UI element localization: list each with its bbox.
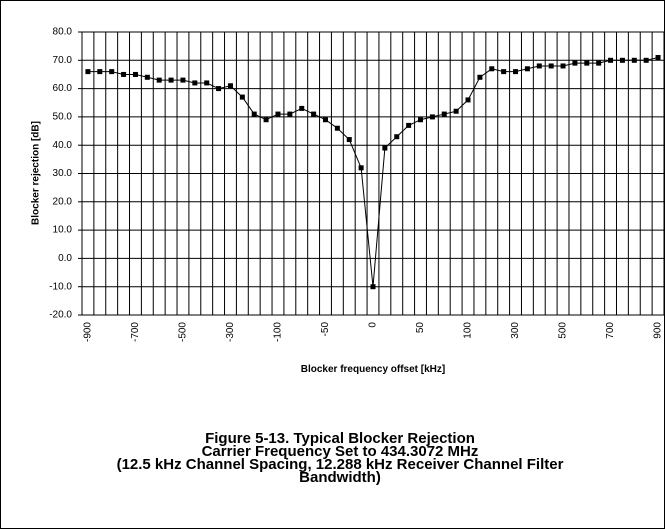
y-axis-title: Blocker rejection [dB] (31, 121, 42, 225)
marker (204, 80, 210, 86)
marker (311, 111, 317, 117)
marker (132, 71, 138, 77)
marker (216, 86, 222, 92)
marker (275, 111, 281, 117)
y-tick-label: 20.0 (53, 196, 73, 207)
marker (406, 122, 412, 128)
marker (168, 77, 174, 83)
x-tick-label: 300 (510, 322, 521, 339)
caption-line: Carrier Frequency Set to 434.3072 MHz (202, 443, 479, 460)
x-tick-label: -500 (178, 322, 189, 342)
y-tick-label: -20.0 (49, 310, 72, 321)
marker (192, 80, 198, 86)
marker (346, 137, 352, 143)
y-tick-label: 0.0 (58, 253, 72, 264)
marker (465, 97, 471, 103)
y-tick-label: 10.0 (53, 225, 73, 236)
marker (501, 69, 507, 75)
marker (418, 117, 424, 123)
marker (655, 54, 661, 60)
caption-line: (12.5 kHz Channel Spacing, 12.288 kHz Re… (117, 456, 564, 473)
x-tick-label: 0 (368, 322, 379, 328)
marker (584, 60, 590, 66)
marker (631, 57, 637, 63)
marker (441, 111, 447, 117)
x-tick-label: -50 (320, 322, 331, 337)
marker (180, 77, 186, 83)
x-axis-title: Blocker frequency offset [kHz] (301, 364, 445, 375)
marker (370, 284, 376, 290)
marker (572, 60, 578, 66)
y-tick-label: 30.0 (53, 168, 73, 179)
marker (109, 69, 115, 75)
marker (548, 63, 554, 69)
marker (227, 83, 233, 89)
marker (251, 111, 257, 117)
x-tick-label: -300 (225, 322, 236, 342)
marker (619, 57, 625, 63)
marker (263, 117, 269, 123)
y-tick-label: 70.0 (53, 55, 73, 66)
y-tick-label: 60.0 (53, 83, 73, 94)
marker (97, 69, 103, 75)
caption-line: Bandwidth) (299, 469, 381, 486)
marker (121, 71, 127, 77)
y-tick-label: 50.0 (53, 112, 73, 123)
y-tick-label: 40.0 (53, 140, 73, 151)
marker (429, 114, 435, 120)
marker (239, 94, 245, 100)
marker (560, 63, 566, 69)
marker (489, 66, 495, 72)
x-tick-label: -100 (273, 322, 284, 342)
x-tick-label: 500 (558, 322, 569, 339)
y-tick-label: -10.0 (49, 281, 72, 292)
marker (453, 108, 459, 114)
x-tick-label: -900 (83, 322, 94, 342)
marker (144, 74, 150, 80)
marker (477, 74, 483, 80)
x-tick-label: 100 (463, 322, 474, 339)
marker (299, 105, 305, 111)
marker (536, 63, 542, 69)
marker (322, 117, 328, 123)
marker (524, 66, 530, 72)
marker (334, 125, 340, 131)
marker (394, 134, 400, 140)
marker (513, 69, 519, 75)
x-tick-label: 50 (415, 322, 426, 334)
x-tick-label: 700 (605, 322, 616, 339)
marker (85, 69, 91, 75)
y-tick-label: 80.0 (53, 27, 73, 38)
marker (358, 165, 364, 171)
caption-line: Figure 5-13. Typical Blocker Rejection (205, 430, 475, 447)
x-tick-label: -700 (130, 322, 141, 342)
marker (596, 60, 602, 66)
marker (287, 111, 293, 117)
marker (156, 77, 162, 83)
x-tick-label: 900 (653, 322, 664, 339)
marker (382, 145, 388, 151)
marker (643, 57, 649, 63)
marker (608, 57, 614, 63)
